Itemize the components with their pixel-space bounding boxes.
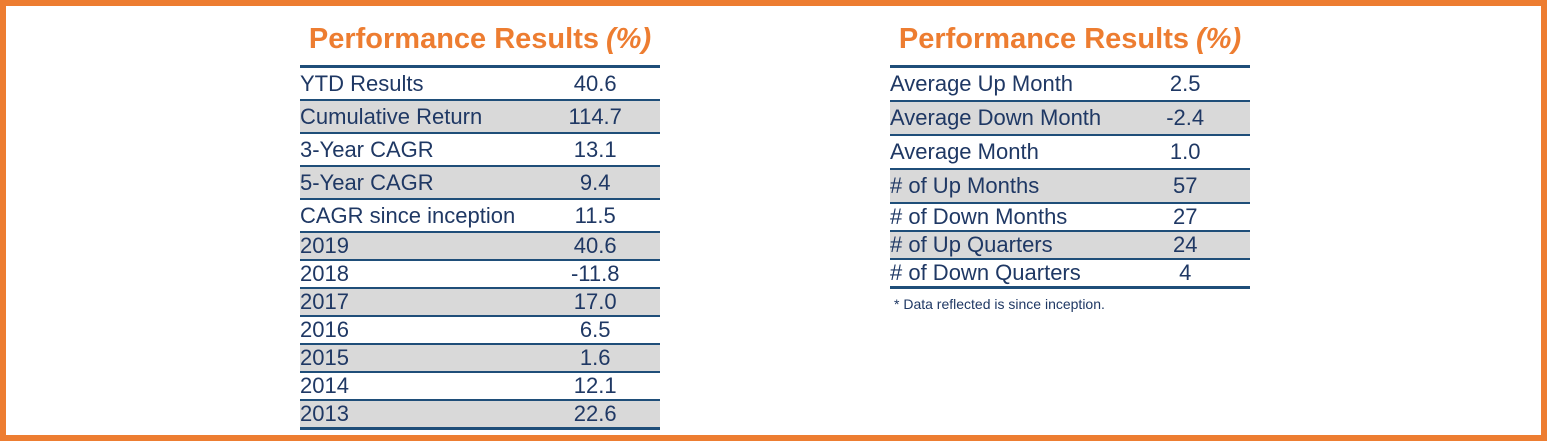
row-label: # of Down Months bbox=[890, 202, 1121, 232]
row-value: -2.4 bbox=[1120, 100, 1250, 136]
table-row: 2019 40.6 bbox=[300, 231, 660, 261]
row-label: 2017 bbox=[300, 287, 531, 317]
table-row: 2013 22.6 bbox=[300, 399, 660, 430]
row-label: # of Up Months bbox=[890, 168, 1121, 204]
row-label: Average Up Month bbox=[890, 65, 1121, 102]
row-value: 11.5 bbox=[530, 198, 660, 233]
row-value: 27 bbox=[1120, 202, 1250, 232]
row-label: 2015 bbox=[300, 343, 531, 373]
row-value: 17.0 bbox=[530, 287, 660, 317]
table-row: CAGR since inception 11.5 bbox=[300, 198, 660, 233]
row-value: 40.6 bbox=[530, 231, 660, 261]
table-row: 3-Year CAGR 13.1 bbox=[300, 132, 660, 167]
table-title-percent-unit: (%) bbox=[1196, 23, 1242, 55]
table-row: # of Up Quarters 24 bbox=[890, 230, 1250, 260]
row-value: 24 bbox=[1120, 230, 1250, 260]
row-value: 9.4 bbox=[530, 165, 660, 200]
row-label: Average Down Month bbox=[890, 100, 1121, 136]
performance-results-table: YTD Results 40.6 Cumulative Return 114.7 3-Y… bbox=[300, 65, 660, 430]
table-row: Cumulative Return 114.7 bbox=[300, 99, 660, 134]
row-label: 3-Year CAGR bbox=[300, 132, 531, 167]
row-label: YTD Results bbox=[300, 65, 531, 101]
table-row: Average Down Month -2.4 bbox=[890, 100, 1250, 136]
table-title-right: Performance Results (%) bbox=[890, 22, 1250, 56]
row-value: 1.6 bbox=[530, 343, 660, 373]
table-row: 2016 6.5 bbox=[300, 315, 660, 345]
row-value: 114.7 bbox=[530, 99, 660, 134]
table-row: 5-Year CAGR 9.4 bbox=[300, 165, 660, 200]
row-label: 2016 bbox=[300, 315, 531, 345]
row-label: Cumulative Return bbox=[300, 99, 531, 134]
footnote: * Data reflected is since inception. bbox=[894, 296, 1105, 312]
row-value: 4 bbox=[1120, 258, 1250, 289]
table-row: Average Month 1.0 bbox=[890, 134, 1250, 170]
row-label: 5-Year CAGR bbox=[300, 165, 531, 200]
row-value: 22.6 bbox=[530, 399, 660, 430]
table-row: 2017 17.0 bbox=[300, 287, 660, 317]
row-value: 6.5 bbox=[530, 315, 660, 345]
table-title-text: Performance Results bbox=[308, 23, 599, 55]
table-row: 2015 1.6 bbox=[300, 343, 660, 373]
row-label: Average Month bbox=[890, 134, 1121, 170]
table-row: 2014 12.1 bbox=[300, 371, 660, 401]
table-row: 2018 -11.8 bbox=[300, 259, 660, 289]
table-row: # of Down Quarters 4 bbox=[890, 258, 1250, 289]
table-title-percent-unit: (%) bbox=[606, 23, 652, 55]
table-row: YTD Results 40.6 bbox=[300, 65, 660, 101]
row-label: 2013 bbox=[300, 399, 531, 430]
row-label: 2019 bbox=[300, 231, 531, 261]
performance-table-section-left: Performance Results (%) YTD Results 40.6 Cu… bbox=[300, 22, 660, 430]
row-value: 57 bbox=[1120, 168, 1250, 204]
row-value: -11.8 bbox=[530, 259, 660, 289]
row-value: 1.0 bbox=[1120, 134, 1250, 170]
row-label: 2018 bbox=[300, 259, 531, 289]
row-label: CAGR since inception bbox=[300, 198, 531, 233]
row-label: # of Down Quarters bbox=[890, 258, 1121, 289]
monthly-stats-table: Average Up Month 2.5 Average Down Month -2.… bbox=[890, 65, 1250, 289]
row-value: 12.1 bbox=[530, 371, 660, 401]
row-value: 40.6 bbox=[530, 65, 660, 101]
table-title-left: Performance Results (%) bbox=[300, 22, 660, 56]
table-row: # of Down Months 27 bbox=[890, 202, 1250, 232]
row-label: # of Up Quarters bbox=[890, 230, 1121, 260]
table-title-text: Performance Results bbox=[898, 23, 1189, 55]
table-row: # of Up Months 57 bbox=[890, 168, 1250, 204]
row-value: 2.5 bbox=[1120, 65, 1250, 102]
row-label: 2014 bbox=[300, 371, 531, 401]
performance-table-section-right: Performance Results (%) Average Up Month 2… bbox=[890, 22, 1250, 312]
table-row: Average Up Month 2.5 bbox=[890, 65, 1250, 102]
row-value: 13.1 bbox=[530, 132, 660, 167]
